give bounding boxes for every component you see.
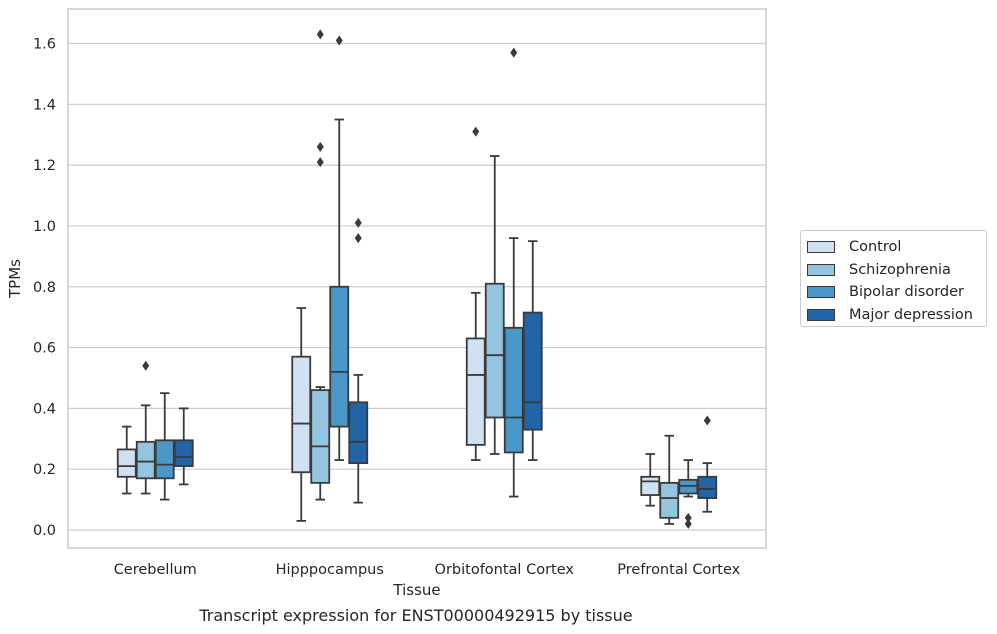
figure-caption: Transcript expression for ENST0000049291…	[199, 606, 633, 625]
box-control	[640, 453, 661, 507]
plot-area	[116, 29, 718, 529]
box-iqr	[291, 355, 312, 474]
box-bipolar-disorder	[503, 47, 524, 498]
legend-label: Schizophrenia	[849, 261, 951, 278]
x-tick-label: Prefrontal Cortex	[617, 562, 740, 578]
legend-swatch	[807, 286, 835, 299]
legend-item-bipolar-disorder: Bipolar disorder	[807, 281, 986, 304]
box-bipolar-disorder	[678, 459, 699, 529]
outlier-point	[316, 157, 324, 168]
outlier-point	[354, 233, 362, 244]
legend-swatch	[807, 308, 835, 321]
box-iqr	[697, 475, 718, 499]
box-iqr	[522, 311, 543, 431]
outlier-point	[510, 47, 518, 58]
x-tick-label: Cerebellum	[114, 562, 197, 578]
outlier-point	[316, 29, 324, 40]
y-axis-label: TPMs	[6, 259, 24, 299]
box-iqr	[659, 481, 680, 519]
box-iqr	[310, 389, 331, 484]
y-tick-label: 1.0	[33, 219, 56, 235]
box-schizophrenia	[310, 29, 331, 501]
outlier-point	[472, 126, 480, 137]
outlier-point	[142, 360, 150, 371]
y-tick-label: 0.8	[33, 280, 56, 296]
axes-frame	[67, 8, 767, 549]
box-major-depression	[348, 217, 369, 504]
legend-label: Major depression	[849, 306, 973, 323]
box-control	[116, 425, 137, 495]
legend-item-schizophrenia: Schizophrenia	[807, 259, 986, 282]
legend-item-control: Control	[807, 236, 986, 259]
legend-swatch	[807, 241, 835, 254]
x-tick-label: Hipppocampus	[276, 562, 384, 578]
y-tick-label: 0.0	[33, 523, 56, 539]
y-tick-label: 0.6	[33, 341, 56, 357]
y-tick-label: 0.2	[33, 462, 56, 478]
y-tick-label: 0.4	[33, 401, 56, 417]
legend-swatch	[807, 263, 835, 276]
outlier-point	[354, 217, 362, 228]
legend: Control Schizophrenia Bipolar disorder M…	[800, 230, 987, 327]
box-iqr	[348, 401, 369, 465]
box-control	[291, 307, 312, 522]
box-iqr	[329, 285, 350, 428]
box-major-depression	[173, 407, 194, 486]
box-schizophrenia	[659, 434, 680, 525]
box-iqr	[154, 439, 175, 480]
box-bipolar-disorder	[154, 392, 175, 501]
outlier-point	[684, 512, 692, 523]
box-schizophrenia	[484, 155, 505, 455]
x-tick-label: Orbitofontal Cortex	[435, 562, 575, 578]
box-major-depression	[697, 415, 718, 513]
outlier-point	[684, 518, 692, 529]
legend-item-major-depression: Major depression	[807, 304, 986, 327]
y-tick-label: 1.4	[33, 97, 56, 113]
box-iqr	[503, 326, 524, 454]
outlier-point	[703, 415, 711, 426]
box-control	[465, 126, 486, 461]
box-iqr	[116, 448, 137, 478]
y-tick-labels: 0.0 0.2 0.4 0.6 0.8 1.0 1.2 1.4 1.6	[33, 37, 56, 540]
outlier-point	[335, 35, 343, 46]
box-iqr	[640, 475, 661, 496]
box-iqr	[484, 282, 505, 419]
x-axis-label: Tissue	[392, 581, 440, 599]
box-schizophrenia	[135, 360, 156, 495]
box-iqr	[173, 439, 194, 468]
box-iqr	[465, 337, 486, 446]
box-major-depression	[522, 240, 543, 461]
y-tick-label: 1.6	[33, 37, 56, 53]
outlier-point	[316, 141, 324, 152]
legend-label: Bipolar disorder	[849, 284, 964, 301]
box-bipolar-disorder	[329, 35, 350, 461]
x-tick-labels: Cerebellum Hipppocampus Orbitofontal Corte…	[114, 562, 741, 578]
legend-label: Control	[849, 239, 902, 256]
box-iqr	[135, 440, 156, 480]
y-tick-label: 1.2	[33, 158, 56, 174]
